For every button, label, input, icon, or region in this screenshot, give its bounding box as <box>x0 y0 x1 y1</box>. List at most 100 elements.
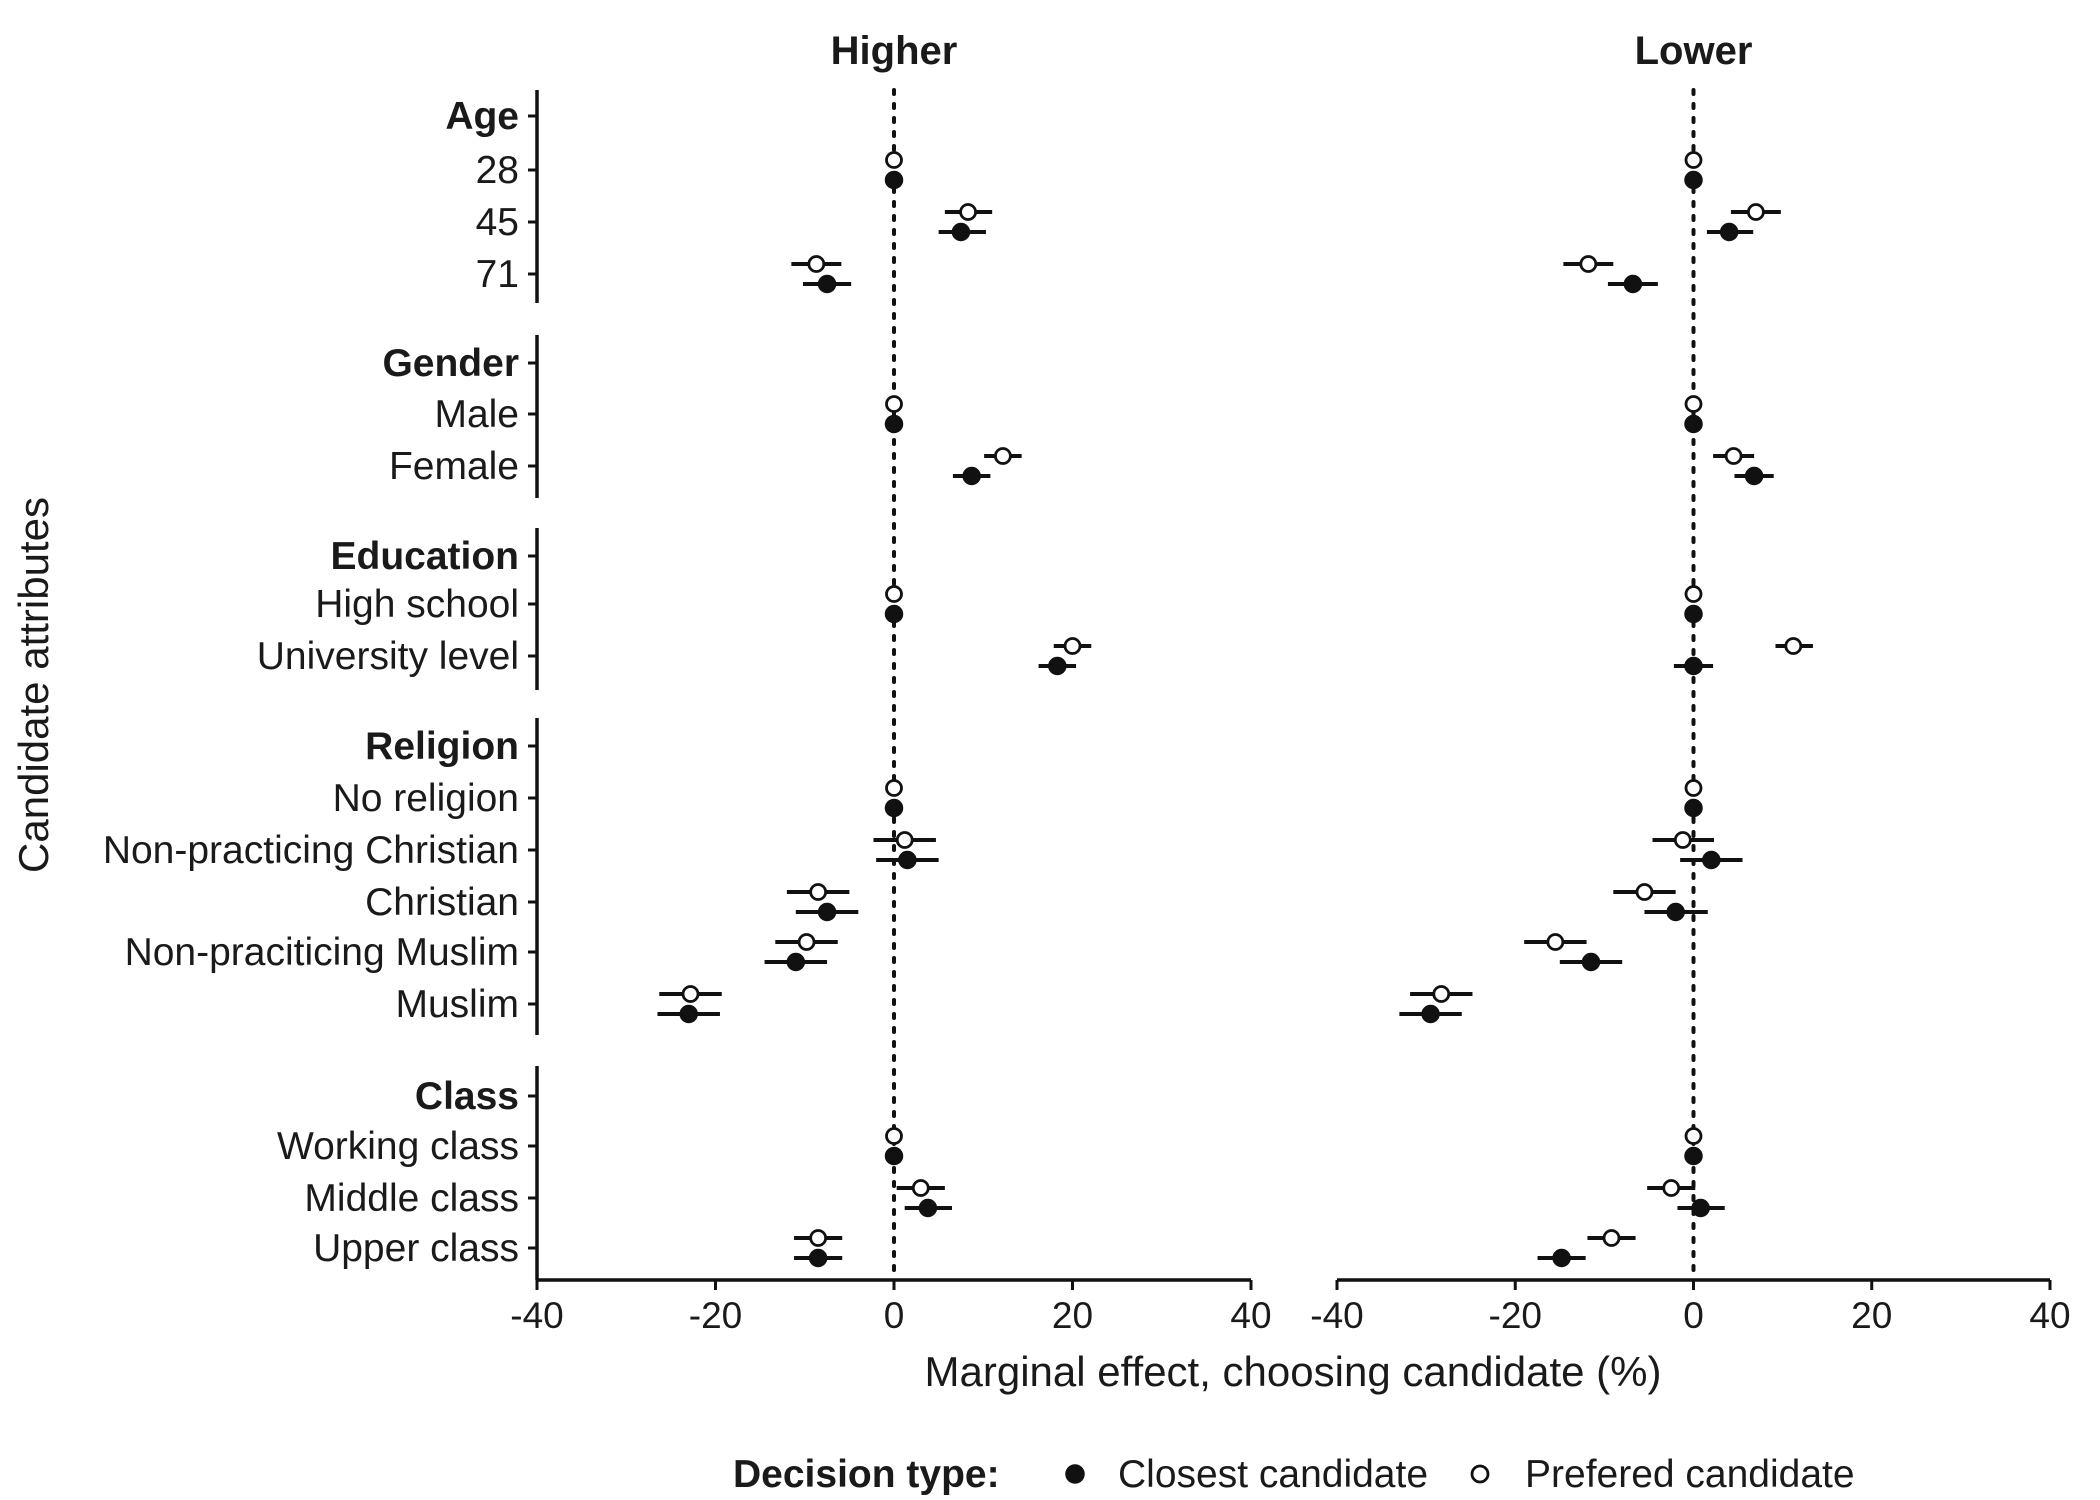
row-label: Non-praciticing Muslim <box>125 931 519 974</box>
prefered-point <box>809 883 828 901</box>
prefered-point <box>1063 637 1082 655</box>
closest-point <box>1719 222 1739 242</box>
x-tick-label: 0 <box>1683 1295 1704 1336</box>
closest-point <box>817 274 837 294</box>
x-tick-label: 40 <box>1230 1295 1271 1336</box>
row-label: High school <box>315 583 519 626</box>
row-label: Working class <box>277 1125 519 1168</box>
closest-point <box>679 1004 698 1024</box>
x-tick-label: -40 <box>510 1295 563 1336</box>
closest-point <box>884 1146 904 1166</box>
closest-point <box>1666 902 1685 922</box>
prefered-point <box>1684 585 1703 603</box>
x-tick-label: 0 <box>884 1295 905 1336</box>
prefered-point <box>885 779 903 797</box>
prefered-point <box>809 1229 828 1247</box>
prefered-point <box>885 585 903 603</box>
prefered-point <box>797 933 816 951</box>
prefered-point <box>959 203 977 221</box>
closest-point <box>1048 656 1067 676</box>
row-label: Middle class <box>304 1177 519 1220</box>
closest-point <box>1421 1004 1440 1024</box>
closest-point <box>951 222 971 242</box>
panel-higher: Higher -40 -20 0 20 40 <box>510 29 1271 1336</box>
group-header-label: Religion <box>365 725 519 768</box>
legend-closest-marker <box>1065 1464 1085 1484</box>
closest-point <box>1684 656 1703 676</box>
legend-title: Decision type: <box>733 1453 1000 1496</box>
prefered-point <box>993 447 1012 465</box>
prefered-point <box>1784 637 1803 655</box>
x-axis-title: Marginal effect, choosing candidate (%) <box>925 1348 1662 1395</box>
prefered-point <box>1579 255 1598 273</box>
prefered-point <box>1684 1127 1703 1145</box>
facet-title: Lower <box>1635 29 1753 73</box>
row-label: Upper class <box>313 1227 519 1270</box>
prefered-point <box>1635 883 1654 901</box>
prefered-point <box>681 985 700 1003</box>
group-header-label: Age <box>445 95 519 138</box>
row-label: Muslim <box>396 983 520 1026</box>
panel-lower: Lower -40 -20 0 20 40 <box>1310 29 2070 1336</box>
prefered-point <box>1684 395 1703 413</box>
legend: Decision type: Closest candidate Prefered … <box>733 1453 1855 1496</box>
row-label: 28 <box>476 149 519 192</box>
closest-point <box>786 952 806 972</box>
x-tick-label: -20 <box>689 1295 742 1336</box>
closest-point <box>1684 414 1703 434</box>
row-label: Non-practicing Christian <box>103 829 519 872</box>
row-label: No religion <box>333 777 519 820</box>
closest-point <box>884 604 904 624</box>
x-tick-label: 40 <box>2029 1295 2070 1336</box>
y-axis-title: Candidate attributes <box>10 497 57 873</box>
group-header-label: Gender <box>382 342 519 385</box>
group-header-label: Education <box>330 535 519 578</box>
row-label: University level <box>257 635 519 678</box>
legend-prefered-label: Prefered candidate <box>1525 1453 1855 1496</box>
prefered-point <box>1724 447 1743 465</box>
closest-point <box>1581 952 1601 972</box>
prefered-point <box>885 1127 903 1145</box>
closest-point <box>1702 850 1721 870</box>
closest-point <box>962 466 981 486</box>
prefered-point <box>807 255 826 273</box>
closest-point <box>1684 1146 1703 1166</box>
prefered-point <box>895 831 914 849</box>
closest-point <box>884 414 904 434</box>
group-header-label: Class <box>415 1075 519 1118</box>
prefered-point <box>1684 151 1703 169</box>
x-tick-label: 20 <box>1851 1295 1892 1336</box>
x-tick-label: -20 <box>1489 1295 1542 1336</box>
legend-closest-label: Closest candidate <box>1118 1453 1428 1496</box>
prefered-point <box>885 151 903 169</box>
closest-point <box>884 170 904 190</box>
x-tick-label: 20 <box>1052 1295 1093 1336</box>
closest-point <box>1684 170 1703 190</box>
row-label: Male <box>434 393 519 436</box>
facet-title: Higher <box>831 29 958 73</box>
prefered-point <box>1546 933 1565 951</box>
closest-point <box>884 798 904 818</box>
x-tick-label: -40 <box>1310 1295 1363 1336</box>
prefered-point <box>1684 779 1703 797</box>
legend-prefered-marker <box>1470 1464 1490 1484</box>
prefered-point <box>885 395 903 413</box>
closest-point <box>808 1248 828 1268</box>
closest-point <box>1684 798 1703 818</box>
prefered-point <box>1746 203 1765 221</box>
row-label: 45 <box>476 201 519 244</box>
row-label: 71 <box>476 253 519 296</box>
prefered-point <box>1432 985 1451 1003</box>
closest-point <box>918 1198 938 1218</box>
prefered-point <box>1662 1179 1681 1197</box>
closest-point <box>898 850 917 870</box>
closest-point <box>1623 274 1643 294</box>
closest-point <box>1691 1198 1710 1218</box>
closest-point <box>1744 466 1764 486</box>
row-label: Christian <box>365 881 519 924</box>
closest-point <box>817 902 837 922</box>
prefered-point <box>1602 1229 1621 1247</box>
closest-point <box>1684 604 1703 624</box>
row-label: Female <box>389 445 519 488</box>
